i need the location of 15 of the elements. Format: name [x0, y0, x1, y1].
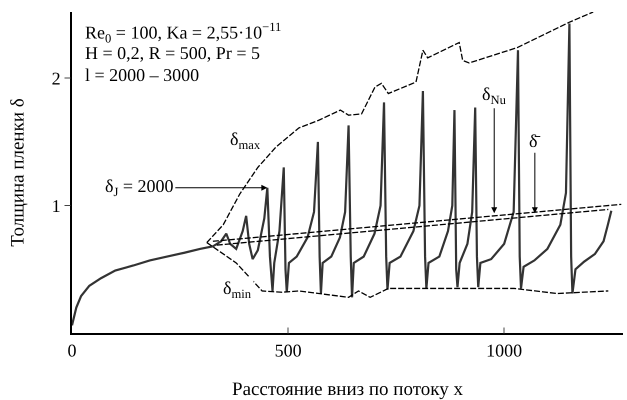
- annotation: Re$_{0}$ = 100, Ka = 2,55·10$^{−11}$: [85, 20, 282, 46]
- x-axis-title: Расстояние вниз по потоку x: [232, 379, 464, 400]
- y-axis-title: Толщина пленки δ: [8, 98, 28, 247]
- y-tick-label: 2: [52, 68, 61, 89]
- annotation: δ$_{min}$: [223, 278, 252, 301]
- annotation: δ$_{J}$ = 2000: [105, 176, 174, 199]
- annotation: l = 2000 – 3000: [85, 65, 200, 85]
- x-tick-label: 0: [68, 340, 76, 360]
- y-tick-label: 1: [52, 196, 61, 216]
- annotation: δ$_{Nu}$: [482, 84, 507, 107]
- annotation: H = 0,2, R = 500, Pr = 5: [85, 43, 260, 63]
- annotation: δ̄: [529, 131, 540, 151]
- x-tick-label: 1000: [486, 340, 522, 360]
- annotation: δ$_{max}$: [230, 129, 261, 152]
- x-tick-label: 500: [274, 340, 302, 360]
